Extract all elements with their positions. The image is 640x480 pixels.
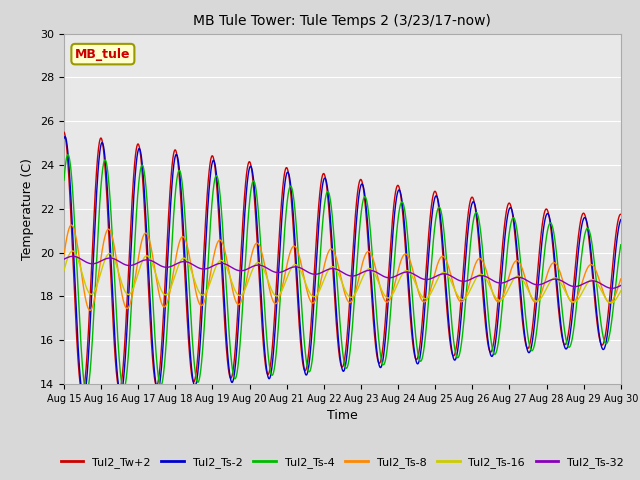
Title: MB Tule Tower: Tule Temps 2 (3/23/17-now): MB Tule Tower: Tule Temps 2 (3/23/17-now… [193,14,492,28]
X-axis label: Time: Time [327,409,358,422]
Y-axis label: Temperature (C): Temperature (C) [22,158,35,260]
Legend: Tul2_Tw+2, Tul2_Ts-2, Tul2_Ts-4, Tul2_Ts-8, Tul2_Ts-16, Tul2_Ts-32: Tul2_Tw+2, Tul2_Ts-2, Tul2_Ts-4, Tul2_Ts… [56,453,628,472]
Text: MB_tule: MB_tule [75,48,131,60]
